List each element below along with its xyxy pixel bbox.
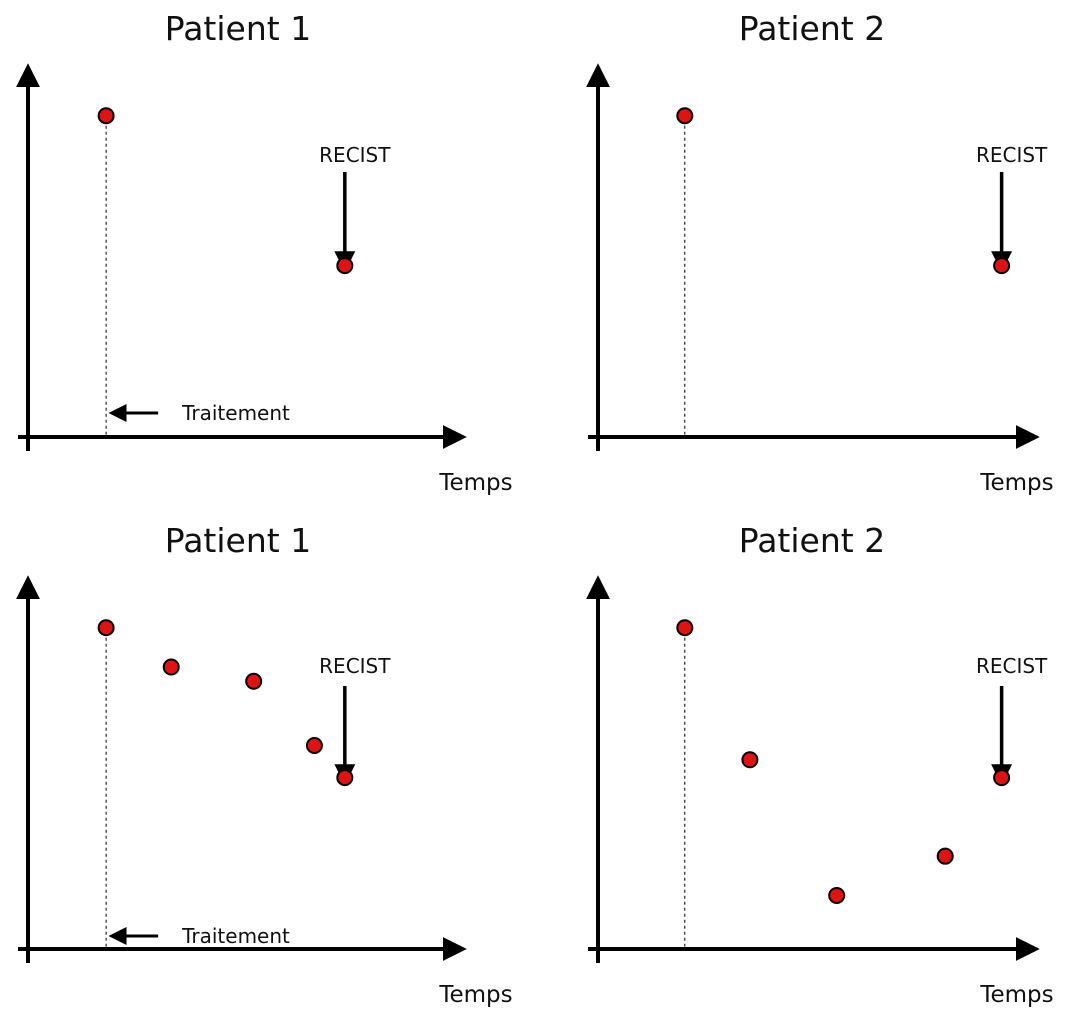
- data-point: [336, 769, 354, 787]
- data-point: [305, 737, 323, 755]
- recist-label: RECIST: [319, 654, 391, 678]
- data-point: [993, 257, 1011, 275]
- data-point: [936, 847, 954, 865]
- data-point: [993, 769, 1011, 787]
- treatment-label: Traitement: [181, 401, 290, 425]
- x-axis-label: Temps: [979, 470, 1053, 496]
- data-point: [336, 257, 354, 275]
- chart-panel-4: Patient 2 Temps RECIST: [586, 521, 1054, 1008]
- chart-panel-1: Patient 1 Temps Traitement RECIST: [15, 9, 513, 496]
- chart-panel-3: Patient 1 Temps Traitement RECIST: [15, 521, 513, 1008]
- x-axis-label: Temps: [979, 982, 1053, 1008]
- data-point: [97, 619, 115, 637]
- x-axis-label: Temps: [438, 470, 512, 496]
- chart-panel-2: Patient 2 Temps RECIST: [586, 9, 1054, 496]
- chart-title: Patient 1: [165, 521, 311, 560]
- data-point: [676, 619, 694, 637]
- chart-title: Patient 2: [739, 521, 885, 560]
- x-axis-label: Temps: [438, 982, 512, 1008]
- recist-label: RECIST: [976, 654, 1048, 678]
- chart-title: Patient 2: [739, 9, 885, 48]
- recist-label: RECIST: [319, 143, 391, 167]
- chart-title: Patient 1: [165, 9, 311, 48]
- recist-label: RECIST: [976, 143, 1048, 167]
- data-point: [676, 107, 694, 125]
- data-point: [245, 672, 263, 690]
- data-point: [162, 658, 180, 676]
- data-point: [828, 886, 846, 904]
- treatment-label: Traitement: [181, 924, 290, 948]
- data-point: [97, 107, 115, 125]
- data-point: [741, 751, 759, 769]
